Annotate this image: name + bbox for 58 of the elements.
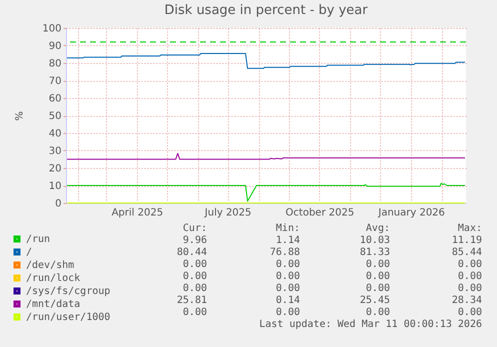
text: 28.34 (452, 295, 482, 306)
text: 0.00 (366, 283, 390, 294)
legend-label: /dev/shm (26, 260, 74, 271)
text: 0.00 (366, 259, 390, 270)
legend-label: /mnt/data (26, 299, 80, 310)
text: Min: (276, 223, 300, 234)
text: 0.00 (182, 259, 207, 270)
y-tick-label: 30 (48, 146, 62, 157)
y-tick-label: 80 (48, 58, 62, 70)
text: 25.45 (360, 295, 390, 306)
y-tick-label: 50 (48, 111, 62, 122)
y-tick-label: 40 (48, 128, 62, 140)
x-tick-label: January 2026 (377, 208, 445, 218)
y-tick-label: 0 (55, 198, 62, 210)
y-tick-label: 10 (48, 181, 62, 192)
y-axis-title: % (14, 111, 26, 121)
legend-label: /run/user/1000 (26, 312, 110, 323)
legend-label: /run (26, 234, 50, 245)
text: 0.00 (458, 259, 482, 270)
text: 0.14 (276, 295, 300, 306)
x-tick-label: April 2025 (112, 208, 164, 218)
y-tick-label: 60 (48, 94, 62, 104)
text: Avg: (366, 223, 390, 234)
y-tick-label: 70 (48, 76, 62, 87)
text: 0.00 (276, 307, 300, 318)
text: Cur: (182, 223, 207, 234)
text: 0.00 (458, 307, 482, 318)
text: 11.19 (452, 235, 482, 246)
text: 0.00 (182, 283, 207, 294)
chart-title: Disk usage in percent - by year (164, 3, 368, 18)
y-tick-label: 20 (48, 164, 62, 174)
y-tick-label: 90 (48, 41, 62, 52)
y-tick-label: 100 (42, 24, 62, 34)
legend-label: /sys/fs/cgroup (26, 286, 110, 297)
text: 1.14 (276, 235, 300, 246)
text: 0.00 (276, 259, 300, 270)
text: 85.44 (452, 247, 482, 258)
legend-label: /run/lock (26, 273, 80, 284)
legend-label: / (26, 247, 32, 258)
text: 0.00 (276, 271, 300, 282)
text: 76.88 (270, 247, 300, 258)
text: Max: (458, 223, 482, 234)
text: 25.81 (176, 295, 207, 306)
text: 0.00 (276, 283, 300, 294)
line-series (66, 53, 466, 69)
x-tick-label: October 2025 (286, 208, 354, 218)
text: 10.03 (360, 235, 390, 246)
text: 81.33 (360, 247, 390, 258)
text: 0.00 (458, 283, 482, 294)
text: 0.00 (182, 307, 207, 318)
text: 80.44 (176, 247, 207, 258)
text: 0.00 (458, 271, 482, 282)
x-tick-label: July 2025 (204, 208, 252, 218)
text: Last update: Wed Mar 11 00:00:13 2026 (259, 319, 482, 330)
text: 0.00 (366, 271, 390, 282)
text: 0.00 (366, 307, 390, 318)
text: 0.00 (182, 271, 207, 282)
text: 9.96 (182, 235, 207, 246)
